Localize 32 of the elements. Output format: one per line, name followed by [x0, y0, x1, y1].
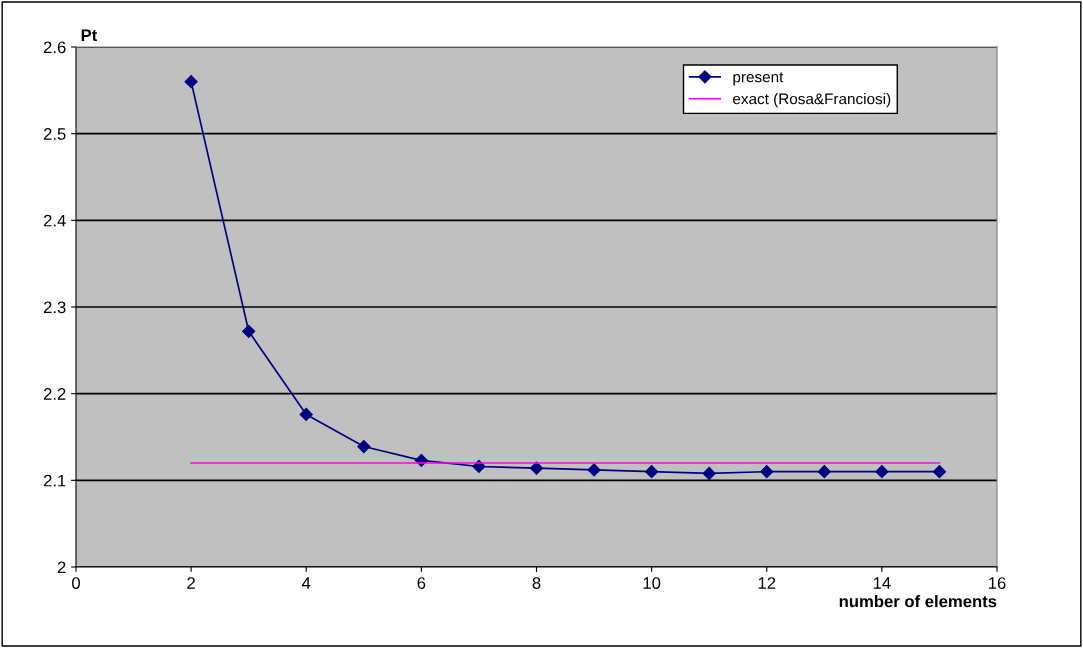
- x-tick-label: 8: [532, 577, 541, 589]
- point: [242, 324, 256, 338]
- legend-label: present: [733, 72, 784, 86]
- point: [299, 407, 313, 422]
- y-tick-label: 2.3: [43, 301, 66, 314]
- point: [760, 465, 774, 479]
- x-tick-label: 16: [989, 577, 1006, 589]
- point: [932, 465, 947, 479]
- point: [184, 75, 198, 89]
- x-tick-label: 10: [643, 577, 661, 589]
- point: [587, 463, 601, 477]
- x-tick-label: 0: [72, 577, 80, 589]
- x-tick-label: 2: [187, 577, 195, 589]
- point: [357, 439, 371, 454]
- x-tick-label: 6: [417, 577, 426, 589]
- y-tick-label: 2.5: [43, 128, 66, 140]
- y-axis-title: Pt: [81, 29, 98, 42]
- x-axis-title: number of elements: [839, 595, 997, 608]
- x-tick-label: 14: [873, 577, 891, 589]
- x-tick-label: 12: [758, 577, 776, 589]
- y-tick-label: 2.1: [43, 474, 66, 487]
- legend-label: exact (Rosa&Franciosi): [733, 93, 891, 108]
- point: [875, 465, 889, 479]
- y-tick-label: 2.2: [43, 388, 66, 400]
- y-tick-label: 2.6: [43, 41, 66, 54]
- point: [817, 465, 831, 479]
- x-tick-label: 4: [302, 577, 311, 589]
- y-tick-label: 2.4: [43, 214, 66, 227]
- point: [529, 461, 544, 475]
- y-tick-label: 2: [57, 561, 66, 574]
- point: [645, 465, 659, 479]
- point: [702, 466, 716, 480]
